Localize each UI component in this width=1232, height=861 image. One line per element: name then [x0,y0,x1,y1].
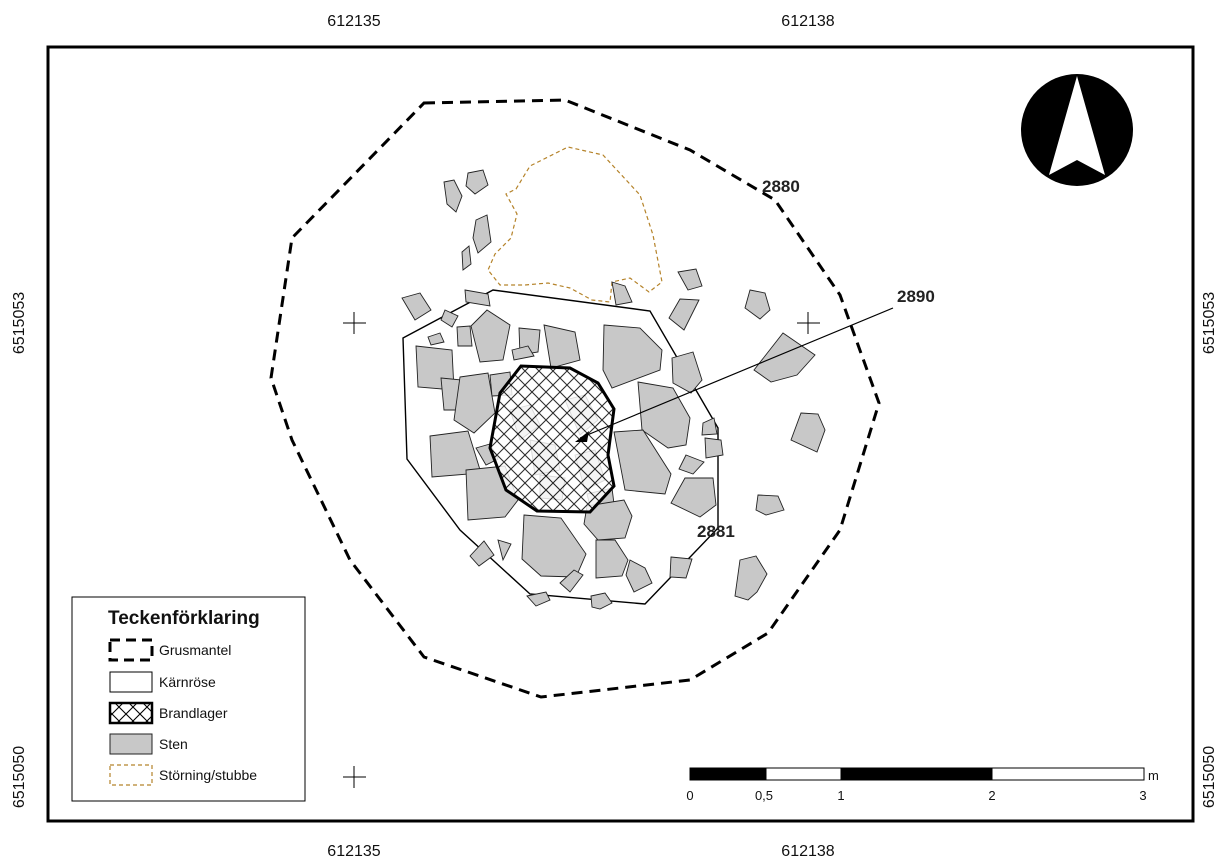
coord-bottom-right: 612138 [781,843,834,860]
coord-top-left: 612135 [327,13,380,30]
scale-label-05: 0,5 [755,788,773,803]
legend-label-sten: Sten [159,736,188,752]
label-2890: 2890 [897,287,935,306]
coord-right-lower: 6515050 [1201,746,1218,808]
scale-unit: m [1148,768,1159,783]
scale-label-2: 2 [988,788,995,803]
brandlager-leader-line [579,307,894,439]
legend-swatch-storning [109,764,153,786]
stones [401,169,826,610]
scale-label-3: 3 [1139,788,1146,803]
coord-top-right: 612138 [781,13,834,30]
scale-label-1: 1 [837,788,844,803]
legend-swatch-karnrose [109,671,153,693]
legend-swatch-grusmantel [108,638,154,662]
coord-left-lower: 6515050 [11,746,28,808]
coord-right-upper: 6515053 [1201,292,1218,354]
label-2880: 2880 [762,177,800,196]
coord-left-upper: 6515053 [11,292,28,354]
legend-title: Teckenförklaring [108,608,260,629]
legend-swatch-brandlager [108,701,154,725]
legend-label-karnrose: Kärnröse [159,674,216,690]
legend-swatch-sten [109,733,153,755]
map-frame [46,45,1195,823]
coord-bottom-left: 612135 [327,843,380,860]
legend-label-grusmantel: Grusmantel [159,642,231,658]
legend-label-brandlager: Brandlager [159,705,228,721]
grusmantel-outline [269,98,881,699]
scale-bar: 0 0,5 1 2 3 m [686,767,1159,803]
legend-box: Teckenförklaring Grusmantel Kärnröse Bra… [71,596,306,802]
grid-crosses [343,312,820,788]
disturbance-outline [487,146,663,303]
label-2881: 2881 [697,522,735,541]
scale-label-0: 0 [686,788,693,803]
brandlager-area [488,364,616,514]
north-arrow-icon [1021,74,1133,186]
leader-arrowhead [575,431,589,442]
legend-label-storning: Störning/stubbe [159,767,257,783]
